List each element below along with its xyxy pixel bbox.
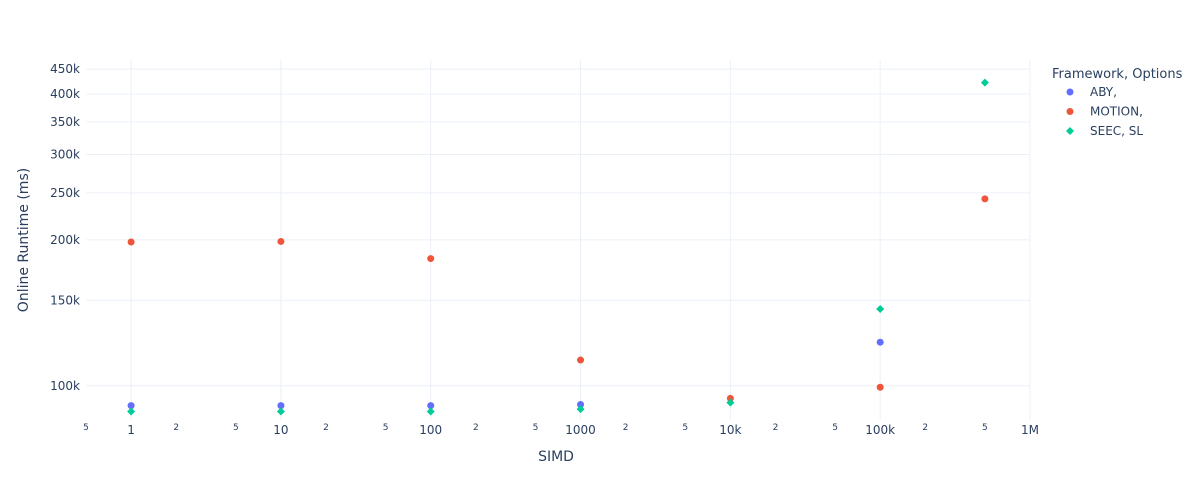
x-minor-tick-label: 5 — [83, 423, 89, 433]
data-point-seec-sl — [276, 407, 285, 416]
legend: Framework, Options ABY, MOTION, SEEC, SL — [1052, 67, 1183, 138]
data-point-aby — [427, 402, 435, 410]
x-tick-label: 10k — [719, 423, 741, 437]
data-point-seec-sl — [876, 305, 885, 314]
data-point-motion — [577, 356, 585, 364]
data-point-aby — [277, 402, 285, 410]
x-tick-label: 1 — [127, 423, 135, 437]
data-point-motion — [981, 195, 989, 203]
legend-marker-aby — [1066, 88, 1074, 96]
legend-marker-seec-sl — [1066, 127, 1074, 135]
data-point-motion — [427, 255, 435, 263]
y-tick-label: 250k — [50, 186, 80, 200]
data-point-seec-sl — [726, 398, 735, 407]
legend-items: ABY, MOTION, SEEC, SL — [1066, 85, 1143, 138]
legend-title: Framework, Options — [1052, 67, 1183, 82]
x-tick-label: 100 — [419, 423, 442, 437]
x-minor-tick-label: 2 — [623, 423, 629, 433]
x-axis-ticks: 1 10 100 1000 10k 100k 1M 5 2 5 2 5 2 5 2 5 2 5 2 5 — [83, 423, 1039, 437]
x-tick-label: 100k — [865, 423, 895, 437]
x-minor-tick-label: 5 — [682, 423, 688, 433]
x-minor-tick-label: 5 — [982, 423, 988, 433]
data-points — [127, 78, 989, 416]
data-point-aby — [876, 338, 884, 346]
y-tick-label: 100k — [50, 379, 80, 393]
y-tick-label: 300k — [50, 148, 80, 162]
legend-label-motion: MOTION, — [1090, 105, 1143, 119]
x-minor-tick-label: 2 — [323, 423, 329, 433]
data-point-aby — [127, 402, 135, 410]
x-minor-tick-label: 2 — [473, 423, 479, 433]
x-minor-tick-label: 5 — [533, 423, 539, 433]
legend-marker-motion — [1066, 108, 1074, 115]
data-point-aby — [577, 400, 585, 408]
grid-lines — [86, 60, 1031, 420]
y-tick-label: 400k — [50, 87, 80, 101]
y-tick-label: 200k — [50, 233, 80, 247]
y-tick-label: 450k — [50, 62, 80, 76]
legend-label-aby: ABY, — [1090, 85, 1117, 99]
x-minor-tick-label: 5 — [383, 423, 389, 433]
data-point-motion — [726, 394, 734, 402]
x-tick-label: 1000 — [565, 423, 596, 437]
data-point-seec-sl — [980, 78, 989, 87]
x-tick-label: 1M — [1021, 423, 1039, 437]
x-minor-tick-label: 5 — [832, 423, 838, 433]
data-point-seec-sl — [127, 407, 136, 416]
data-point-seec-sl — [576, 405, 585, 414]
y-tick-label: 350k — [50, 115, 80, 129]
x-axis-title: SIMD — [538, 449, 574, 465]
x-minor-tick-label: 2 — [173, 423, 179, 433]
x-minor-tick-label: 2 — [922, 423, 928, 433]
x-tick-label: 10 — [273, 423, 288, 437]
y-axis-title: Online Runtime (ms) — [16, 168, 32, 312]
data-point-motion — [277, 237, 285, 245]
x-minor-tick-label: 5 — [233, 423, 239, 433]
data-point-motion — [127, 238, 135, 246]
data-point-motion — [876, 383, 884, 391]
legend-label-seec-sl: SEEC, SL — [1090, 124, 1143, 138]
y-tick-label: 150k — [50, 293, 80, 307]
data-point-seec-sl — [426, 407, 435, 416]
y-axis-ticks: 100k 150k 200k 250k 300k 350k 400k 450k — [50, 62, 80, 393]
x-minor-tick-label: 2 — [773, 423, 779, 433]
